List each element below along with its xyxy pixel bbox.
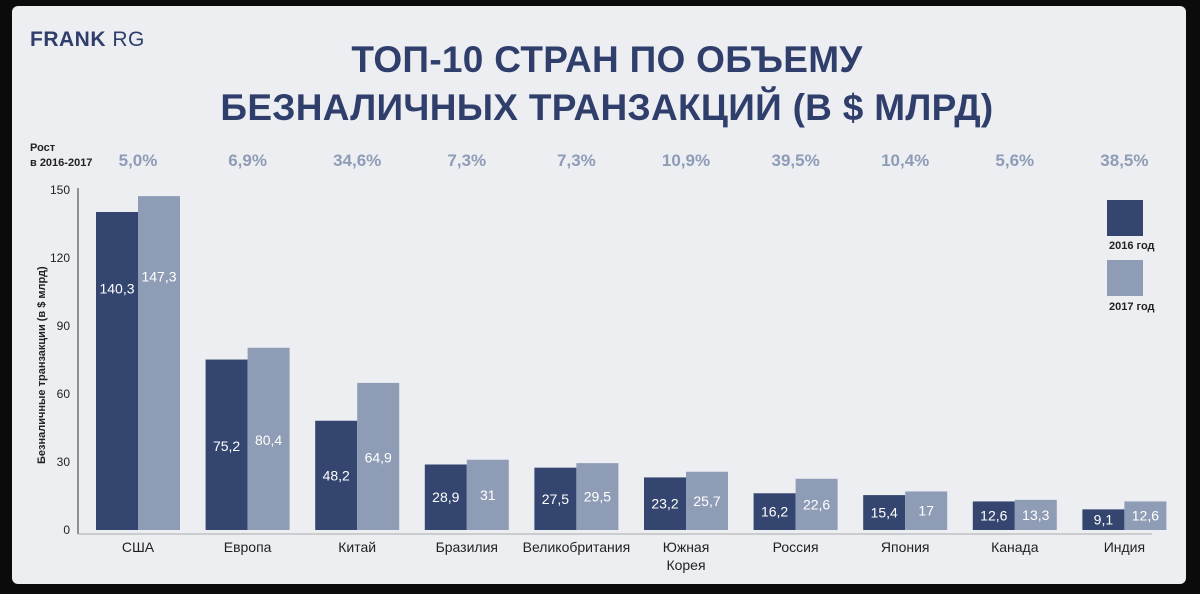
chart-title-line-1: ТОП-10 СТРАН ПО ОБЪЕМУ [351,39,863,80]
brand-logo-light: RG [112,28,145,51]
bar-2016 [863,495,906,530]
bar-value-label: 140,3 [99,280,134,296]
x-tick-label: Великобритания [523,539,631,555]
bar-value-label: 28,9 [432,489,459,505]
bar-value-label: 9,1 [1094,512,1114,528]
bar-2017 [138,196,180,530]
bar-2016 [205,359,248,530]
bar-value-label: 147,3 [141,268,176,284]
growth-caption: Рост в 2016-2017 [30,141,92,171]
growth-caption-line-1: Рост [30,142,56,154]
y-tick-label: 0 [63,523,70,537]
brand-logo: FRANK RG [30,28,145,52]
x-tick-label: США [122,539,155,555]
bar-value-label: 13,3 [1022,507,1049,523]
bar-value-label: 22,6 [803,496,830,512]
growth-percent-label: 5,6% [995,151,1034,170]
growth-percent-label: 39,5% [771,151,819,170]
y-tick-label: 30 [57,455,71,469]
bar-2016 [753,493,796,530]
growth-percent-label: 10,4% [881,151,929,170]
legend-label-2017: 2017 год [1109,301,1155,313]
bar-2016 [96,211,138,530]
x-tick-label: Канада [991,539,1039,555]
bar-value-label: 23,2 [651,496,678,512]
bar-value-label: 25,7 [693,493,720,509]
bar-2017 [576,463,619,530]
x-tick-label: Южная [663,539,710,555]
bar-2016 [534,467,577,530]
bar-2017 [686,471,728,530]
growth-percent-label: 7,3% [557,151,596,170]
chart-title: ТОП-10 СТРАН ПО ОБЪЕМУ БЕЗНАЛИЧНЫХ ТРАНЗ… [12,36,1186,132]
brand-logo-bold: FRANK [30,28,106,51]
bar-2016 [644,477,686,530]
bar-value-label: 15,4 [871,505,898,521]
legend-swatch-2017 [1107,260,1143,296]
bar-value-label: 29,5 [584,489,611,505]
y-tick-label: 150 [50,183,70,197]
growth-percent-label: 5,0% [119,151,158,170]
y-tick-label: 60 [57,387,71,401]
growth-caption-line-2: в 2016-2017 [30,157,93,169]
bar-2017 [357,382,400,530]
legend-label-2016: 2016 год [1109,240,1155,252]
growth-percent-label: 34,6% [333,151,381,170]
bar-value-label: 80,4 [255,432,282,448]
bar-value-label: 27,5 [542,491,569,507]
growth-percent-label: 7,3% [447,151,486,170]
bar-value-label: 31 [480,487,496,503]
bar-2016 [315,420,358,530]
bar-value-label: 12,6 [980,508,1007,524]
bar-2016 [1082,509,1125,530]
x-tick-label: Индия [1104,539,1145,555]
x-tick-label: Китай [338,539,376,555]
x-tick-label: Россия [773,539,819,555]
bar-2017 [466,459,509,530]
bar-chart: 0 30 60 90 120 150 140,3 147,3 5,0% США 75,2 80,4 6,… [50,151,1167,573]
bar-value-label: 64,9 [365,449,392,465]
bar-value-label: 12,6 [1132,508,1159,524]
bar-value-label: 75,2 [213,438,240,454]
growth-percent-label: 10,9% [662,151,710,170]
legend-swatch-2016 [1107,200,1143,236]
x-tick-label: Бразилия [436,539,498,555]
bar-2017 [247,347,290,530]
bar-value-label: 48,2 [323,467,350,483]
x-tick-label: Корея [666,557,705,573]
growth-percent-label: 6,9% [228,151,267,170]
bar-2017 [1014,499,1057,530]
chart-title-line-2: БЕЗНАЛИЧНЫХ ТРАНЗАКЦИЙ (В $ МЛРД) [220,87,994,128]
bar-2017 [795,478,838,530]
chart-card: FRANK RG ТОП-10 СТРАН ПО ОБЪЕМУ БЕЗНАЛИЧ… [12,6,1186,584]
x-tick-label: Япония [881,539,930,555]
y-tick-label: 120 [50,251,70,265]
bar-2016 [424,464,467,530]
bar-2017 [905,491,948,530]
x-tick-label: Европа [224,539,272,555]
bar-2016 [972,501,1015,530]
growth-percent-label: 38,5% [1100,151,1148,170]
y-tick-label: 90 [57,319,71,333]
bar-2017 [1124,501,1167,530]
bar-value-label: 17 [918,503,934,519]
bar-value-label: 16,2 [761,504,788,520]
